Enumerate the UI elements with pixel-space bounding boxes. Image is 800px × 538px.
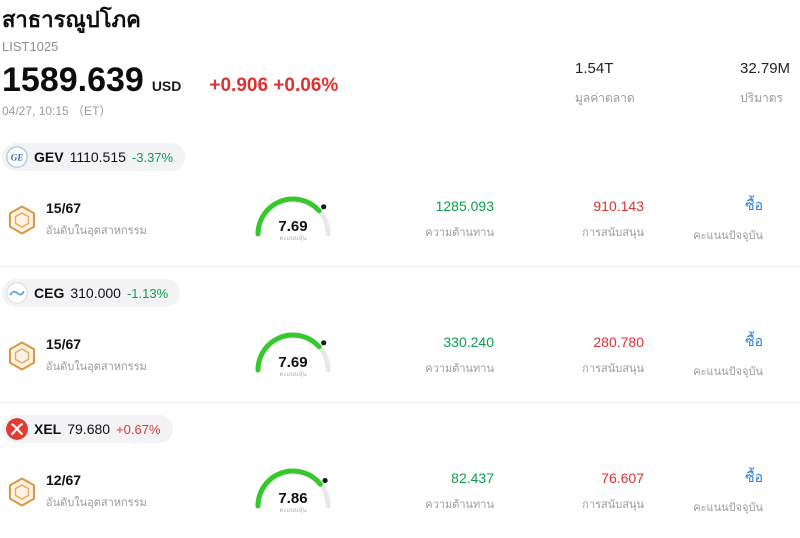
resistance-metric: 82.437 ความต้านทาน [344,470,494,513]
support-label: การสนับสนุน [582,363,644,375]
index-price: 1589.639 [2,61,144,99]
ceg-logo-icon [6,282,28,304]
market-cap-stat: 1.54T มูลค่าตลาด [575,60,635,108]
index-header: สาธารณูปโภค LIST1025 1589.639 USD +0.906… [0,0,800,119]
stock-row-ceg: CEG 310.000 -1.13% 15/67 อันดับในอุตสาหก… [0,266,800,402]
current-score-label: คะแนนปัจจุบัน [693,366,763,378]
datetime: 04/27, 10:15 （ET） [2,104,112,118]
stock-price: 1110.515 [69,149,126,165]
industry-rank-text: 15/67 อันดับในอุตสาหกรรม [46,200,147,239]
resistance-label: ความต้านทาน [425,499,494,511]
current-score-label: คะแนนปัจจุบัน [693,502,763,514]
svg-text:คะแนนหุ้น: คะแนนหุ้น [279,235,306,242]
stock-pill-gev[interactable]: GE GEV 1110.515 -3.37% [2,143,186,171]
stock-change: +0.67% [116,421,161,437]
stock-row-gev: GE GEV 1110.515 -3.37% 15/67 อันดับในอุต… [0,143,800,266]
industry-rank-value: 15/67 [46,336,82,352]
buy-signal[interactable]: ซื้อ [745,469,763,485]
stock-metrics: 330.240 ความต้านทาน 280.780 การสนับสนุน … [344,331,763,380]
resistance-metric: 1285.093 ความต้านทาน [344,198,494,241]
rank-badge-icon [9,205,35,234]
industry-rank-label: อันดับในอุตสาหกรรม [46,361,147,373]
index-change: +0.906 +0.06% [209,75,339,96]
support-metric: 280.780 การสนับสนุน [494,334,644,377]
stock-price: 79.680 [67,421,111,437]
industry-rank-text: 15/67 อันดับในอุตสาหกรรม [46,336,147,375]
stock-pill-ceg[interactable]: CEG 310.000 -1.13% [2,279,181,307]
resistance-value: 330.240 [443,334,494,350]
stock-score-gauge: 7.69 คะแนนหุ้น [243,188,338,251]
industry-rank-value: 12/67 [46,472,82,488]
industry-rank-block: 12/67 อันดับในอุตสาหกรรม [8,472,243,511]
stock-metrics: 82.437 ความต้านทาน 76.607 การสนับสนุน ซื… [344,467,763,516]
svg-text:คะแนนหุ้น: คะแนนหุ้น [279,507,306,514]
stock-row-content: 15/67 อันดับในอุตสาหกรรม 7.69 คะแนนหุ้น 1… [0,173,800,266]
resistance-value: 82.437 [451,470,494,486]
market-cap-value: 1.54T [575,60,614,77]
current-score-label: คะแนนปัจจุบัน [693,230,763,242]
signal-metric: ซื้อ คะแนนปัจจุบัน [644,467,763,516]
stock-row-xel: XEL 79.680 +0.67% 12/67 อันดับในอุตสาหกร… [0,402,800,538]
stock-score-gauge: 7.86 คะแนนหุ้น [243,460,338,523]
ticker-symbol: CEG [34,285,65,301]
stock-change: -3.37% [131,149,174,165]
list-id: LIST1025 [2,39,59,54]
support-value: 280.780 [593,334,644,350]
rank-badge-icon [9,477,35,506]
industry-rank-text: 12/67 อันดับในอุตสาหกรรม [46,472,147,511]
volume-value: 32.79M [740,60,791,77]
currency-label: USD [151,78,182,94]
stock-metrics: 1285.093 ความต้านทาน 910.143 การสนับสนุน… [344,195,763,244]
stock-row-content: 12/67 อันดับในอุตสาหกรรม 7.86 คะแนนหุ้น 8… [0,445,800,538]
gev-logo-icon: GE [6,146,28,168]
resistance-metric: 330.240 ความต้านทาน [344,334,494,377]
industry-rank-label: อันดับในอุตสาหกรรม [46,497,147,509]
support-value: 910.143 [593,198,644,214]
industry-rank-label: อันดับในอุตสาหกรรม [46,225,147,237]
svg-text:คะแนนหุ้น: คะแนนหุ้น [279,371,306,378]
ticker-symbol: GEV [34,149,64,165]
market-cap-label: มูลค่าตลาด [575,91,635,105]
industry-rank-value: 15/67 [46,200,82,216]
stock-pill-xel[interactable]: XEL 79.680 +0.67% [2,415,173,443]
volume-label: ปริมาตร [740,91,783,105]
signal-metric: ซื้อ คะแนนปัจจุบัน [644,195,763,244]
ticker-symbol: XEL [34,421,62,437]
support-metric: 910.143 การสนับสนุน [494,198,644,241]
stock-row-content: 15/67 อันดับในอุตสาหกรรม 7.69 คะแนนหุ้น 3… [0,309,800,402]
support-value: 76.607 [601,470,644,486]
xel-logo-icon [6,418,28,440]
stock-score-gauge: 7.69 คะแนนหุ้น [243,324,338,387]
svg-text:7.69: 7.69 [278,218,307,235]
svg-text:GE: GE [11,153,24,163]
buy-signal[interactable]: ซื้อ [745,197,763,213]
industry-rank-block: 15/67 อันดับในอุตสาหกรรม [8,336,243,375]
buy-signal[interactable]: ซื้อ [745,333,763,349]
volume-stat: 32.79M ปริมาตร [740,60,790,108]
resistance-label: ความต้านทาน [425,227,494,239]
resistance-value: 1285.093 [435,198,494,214]
index-price-row: 1589.639 USD +0.906 +0.06% [2,61,800,99]
stock-price: 310.000 [70,285,121,301]
support-label: การสนับสนุน [582,227,644,239]
support-label: การสนับสนุน [582,499,644,511]
rank-badge-icon [9,341,35,370]
page-title: สาธารณูปโภค [2,7,141,32]
signal-metric: ซื้อ คะแนนปัจจุบัน [644,331,763,380]
support-metric: 76.607 การสนับสนุน [494,470,644,513]
resistance-label: ความต้านทาน [425,363,494,375]
stock-change: -1.13% [126,285,169,301]
industry-rank-block: 15/67 อันดับในอุตสาหกรรม [8,200,243,239]
svg-text:7.69: 7.69 [278,354,307,371]
